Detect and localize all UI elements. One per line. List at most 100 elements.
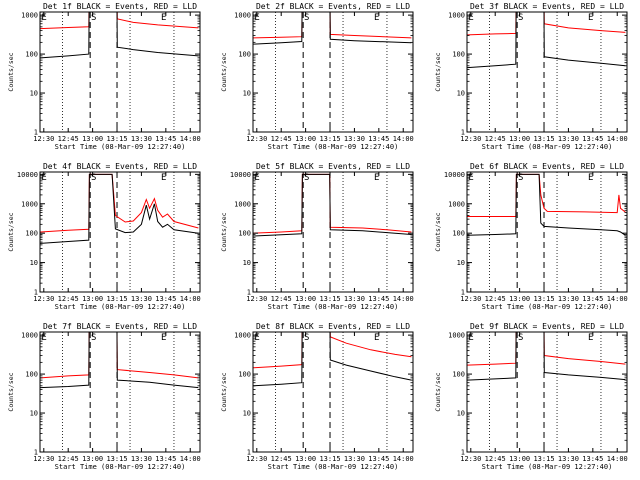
x-tick-label: 13:30	[558, 135, 579, 143]
panel-title: Det 3f BLACK = Events, RED = LLD	[470, 2, 624, 11]
x-tick-label: 12:45	[58, 295, 79, 303]
x-tick-label: 14:00	[607, 295, 628, 303]
interval-letter: S	[91, 13, 96, 23]
interval-letter: S	[91, 173, 96, 183]
x-tick-label: 12:30	[460, 455, 481, 463]
x-tick-label: 12:45	[485, 295, 506, 303]
x-tick-label: 13:00	[82, 295, 103, 303]
interval-letter: E	[161, 173, 166, 183]
y-tick-label: 10	[457, 259, 465, 267]
x-tick-label: 12:30	[246, 135, 267, 143]
x-tick-label: 12:45	[271, 295, 292, 303]
x-tick-label: 13:15	[319, 135, 340, 143]
interval-letter: E	[41, 333, 46, 343]
y-tick-label: 100	[238, 371, 251, 379]
x-tick-label: 13:15	[106, 455, 127, 463]
y-tick-label: 10	[457, 90, 465, 98]
interval-letter: E	[588, 333, 593, 343]
series-events	[40, 332, 199, 389]
x-tick-label: 12:30	[33, 295, 54, 303]
interval-letter: E	[374, 333, 379, 343]
series-events	[40, 173, 199, 244]
x-tick-label: 13:15	[319, 455, 340, 463]
x-axis-label: Start Time (08-Mar-09 12:27:40)	[268, 463, 399, 471]
y-tick-label: 1	[461, 449, 465, 457]
plot-frame	[39, 331, 201, 453]
panel-title: Det 5f BLACK = Events, RED = LLD	[256, 162, 410, 171]
x-tick-label: 12:30	[246, 295, 267, 303]
interval-letter: E	[468, 173, 473, 183]
x-tick-label: 13:15	[319, 295, 340, 303]
y-tick-label: 100	[452, 230, 465, 238]
detector-panel-5: Det 5f BLACK = Events, RED = LLD 12:30 12:…	[220, 162, 414, 311]
x-tick-label: 14:00	[180, 295, 201, 303]
x-tick-label: 12:45	[271, 135, 292, 143]
plot-frame	[466, 11, 628, 133]
panel-title: Det 8f BLACK = Events, RED = LLD	[256, 322, 410, 331]
x-tick-label: 14:00	[393, 455, 414, 463]
x-tick-label: 14:00	[393, 135, 414, 143]
detector-panel-6: Det 6f BLACK = Events, RED = LLD 12:30 12:…	[434, 162, 628, 311]
x-tick-label: 13:00	[509, 295, 530, 303]
x-axis-label: Start Time (08-Mar-09 12:27:40)	[268, 303, 399, 311]
y-tick-label: 100	[452, 371, 465, 379]
x-tick-label: 12:30	[460, 295, 481, 303]
x-tick-label: 13:00	[295, 135, 316, 143]
interval-letter: E	[254, 333, 259, 343]
series-lld	[467, 332, 626, 366]
detector-panel-9: Det 9f BLACK = Events, RED = LLD 12:30 12:…	[434, 322, 628, 471]
x-tick-label: 13:30	[344, 455, 365, 463]
panel-title: Det 6f BLACK = Events, RED = LLD	[470, 162, 624, 171]
series-lld	[40, 332, 199, 379]
x-tick-label: 13:45	[368, 135, 389, 143]
panel-title: Det 1f BLACK = Events, RED = LLD	[43, 2, 197, 11]
y-tick-label: 1000	[448, 332, 465, 340]
x-tick-label: 12:30	[33, 455, 54, 463]
series-lld	[40, 173, 199, 233]
x-tick-label: 13:45	[582, 295, 603, 303]
y-tick-label: 1	[247, 289, 251, 297]
series-lld	[253, 173, 412, 234]
y-tick-label: 10	[30, 90, 38, 98]
x-tick-label: 13:30	[131, 455, 152, 463]
plot-frame	[252, 171, 414, 293]
interval-letter: S	[304, 333, 309, 343]
interval-letter: S	[91, 333, 96, 343]
x-tick-label: 13:15	[533, 295, 554, 303]
y-tick-label: 1	[461, 129, 465, 137]
x-axis-label: Start Time (08-Mar-09 12:27:40)	[55, 303, 186, 311]
y-tick-label: 1000	[21, 332, 38, 340]
y-axis-label: Counts/sec	[220, 212, 228, 251]
interval-letter: S	[518, 333, 523, 343]
y-tick-label: 1	[34, 289, 38, 297]
interval-letter: S	[304, 173, 309, 183]
x-axis-label: Start Time (08-Mar-09 12:27:40)	[55, 143, 186, 151]
interval-letter: E	[374, 13, 379, 23]
series-lld	[253, 12, 412, 39]
series-events	[253, 332, 412, 387]
plot-frame	[39, 171, 201, 293]
x-axis-label: Start Time (08-Mar-09 12:27:40)	[482, 463, 613, 471]
interval-letter: E	[588, 173, 593, 183]
interval-letter: E	[161, 333, 166, 343]
interval-letter: E	[468, 333, 473, 343]
series-events	[253, 12, 412, 45]
panel-title: Det 2f BLACK = Events, RED = LLD	[256, 2, 410, 11]
series-events	[467, 12, 626, 69]
plot-frame	[39, 11, 201, 133]
x-tick-label: 13:00	[509, 135, 530, 143]
y-tick-label: 100	[238, 230, 251, 238]
y-tick-label: 100	[25, 51, 38, 59]
interval-letter: S	[304, 13, 309, 23]
y-tick-label: 1	[34, 449, 38, 457]
y-axis-label: Counts/sec	[434, 212, 442, 251]
x-tick-label: 14:00	[180, 135, 201, 143]
y-axis-label: Counts/sec	[434, 372, 442, 411]
y-tick-label: 1000	[448, 200, 465, 208]
y-tick-label: 1	[247, 449, 251, 457]
x-tick-label: 13:30	[131, 135, 152, 143]
y-tick-label: 1000	[448, 12, 465, 20]
interval-letter: E	[41, 173, 46, 183]
y-tick-label: 1	[34, 129, 38, 137]
x-tick-label: 12:45	[58, 455, 79, 463]
